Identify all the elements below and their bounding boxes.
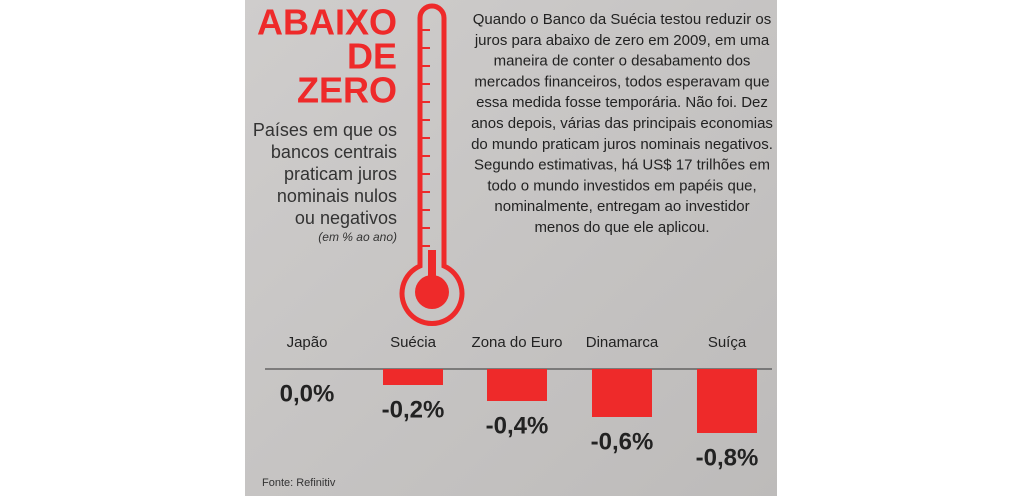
category-label: Suíça xyxy=(708,334,747,351)
body-line: Quando o Banco da Suécia testou reduzir … xyxy=(473,11,772,28)
subtitle-line: ou negativos xyxy=(295,208,397,228)
bar xyxy=(697,369,757,433)
subtitle-line: praticam juros xyxy=(284,164,397,184)
body-line: anos depois, várias das principais econo… xyxy=(471,115,773,132)
value-label: -0,6% xyxy=(591,428,654,455)
value-label: -0,8% xyxy=(696,444,759,471)
source: Fonte: Refinitiv xyxy=(262,477,336,489)
body-line: essa medida fosse temporária. Não foi. D… xyxy=(476,94,768,111)
body-line: maneira de conter o desabamento dos xyxy=(494,53,751,70)
title-line: ABAIXO xyxy=(257,2,397,43)
category-label: Zona do Euro xyxy=(472,334,563,351)
title-line: DE xyxy=(347,36,397,77)
body-line: juros para abaixo de zero em 2009, em um… xyxy=(474,32,770,49)
panel xyxy=(245,0,777,496)
body-line: todo o mundo investidos em papéis que, xyxy=(487,177,756,194)
title-line: ZERO xyxy=(297,70,397,111)
subtitle-line: Países em que os xyxy=(253,120,397,140)
category-label: Dinamarca xyxy=(586,334,659,351)
value-label: -0,2% xyxy=(382,396,445,423)
subtitle-line: bancos centrais xyxy=(271,142,397,162)
value-label: 0,0% xyxy=(280,380,335,407)
bar xyxy=(383,369,443,385)
thermometer xyxy=(399,3,465,326)
bar xyxy=(592,369,652,417)
body-line: mercados financeiros, todos esperavam qu… xyxy=(474,73,769,90)
category-label: Suécia xyxy=(390,334,437,351)
body-line: nominalmente, entregam ao investidor xyxy=(494,198,749,215)
subtitle-line: nominais nulos xyxy=(277,186,397,206)
value-label: -0,4% xyxy=(486,412,549,439)
body-line: do mundo praticam juros nominais negativ… xyxy=(471,136,773,153)
unit-note: (em % ao ano) xyxy=(318,230,397,244)
body-line: Segundo estimativas, há US$ 17 trilhões … xyxy=(474,157,770,174)
body-line: menos do que ele aplicou. xyxy=(534,219,709,236)
bar xyxy=(487,369,547,401)
category-label: Japão xyxy=(287,334,328,351)
